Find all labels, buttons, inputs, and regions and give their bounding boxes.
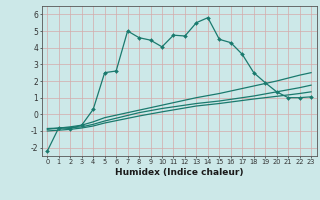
X-axis label: Humidex (Indice chaleur): Humidex (Indice chaleur) xyxy=(115,168,244,177)
